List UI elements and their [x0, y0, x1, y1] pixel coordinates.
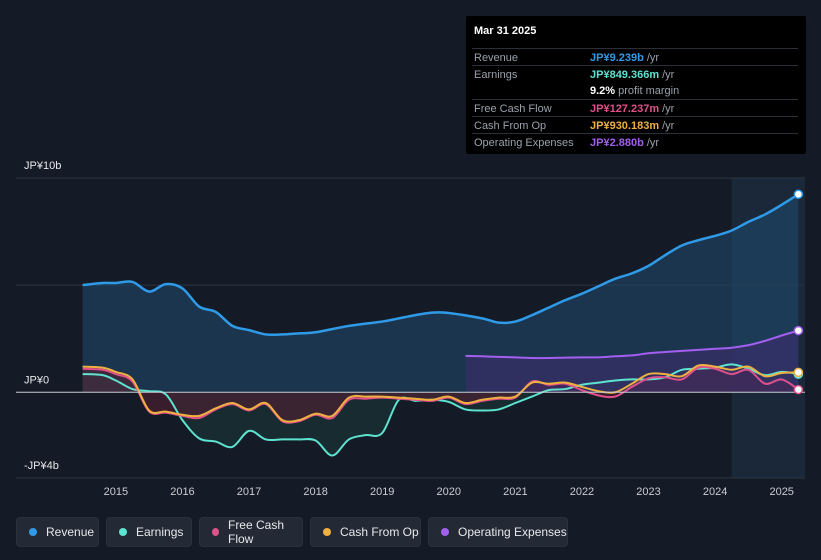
cash-from-op-line [82, 363, 799, 423]
y-tick-label: -JP¥4b [24, 460, 59, 472]
legend-item-cash-from-op[interactable]: Cash From Op [310, 517, 421, 547]
legend-label: Operating Expenses [458, 525, 567, 539]
tooltip-row: Free Cash Flow JP¥127.237m/yr [472, 99, 798, 117]
revenue-line [82, 193, 800, 337]
tooltip-label: Operating Expenses [474, 137, 574, 149]
operating-expenses-area [465, 330, 799, 393]
legend-label: Revenue [46, 525, 95, 539]
legend-dot-icon [119, 528, 127, 536]
legend-label: Free Cash Flow [227, 518, 285, 546]
tooltip-label: Revenue [474, 52, 519, 64]
legend-dot-icon [29, 528, 37, 536]
legend-dot-icon [323, 528, 331, 536]
y-tick-label: JP¥10b [24, 160, 61, 172]
tooltip-value: 9.2% profit margin [590, 85, 680, 97]
tooltip-row: Earnings JP¥849.366m/yr [472, 65, 798, 83]
tooltip-label: Free Cash Flow [474, 103, 552, 115]
operating-expenses-endpoint [793, 325, 804, 336]
tooltip-value: JP¥930.183m/yr [590, 120, 675, 132]
x-tick-label: 2017 [237, 486, 261, 498]
legend-dot-icon [441, 528, 449, 536]
tooltip-value: JP¥127.237m/yr [590, 103, 675, 115]
revenue-area [82, 194, 799, 393]
legend-item-revenue[interactable]: Revenue [16, 517, 99, 547]
free-cash-flow-endpoint [793, 384, 804, 395]
legend-label: Earnings [136, 525, 184, 539]
tooltip-date: Mar 31 2025 [474, 25, 537, 37]
tooltip: Mar 31 2025 Revenue JP¥9.239b/yr Earnings J… [466, 16, 806, 154]
x-tick-label: 2020 [437, 486, 461, 498]
x-tick-label: 2023 [636, 486, 660, 498]
tooltip-row: Operating Expenses JP¥2.880b/yr [472, 133, 798, 151]
x-tick-label: 2022 [570, 486, 594, 498]
tooltip-row: Revenue JP¥9.239b/yr [472, 48, 798, 66]
legend-label: Cash From Op [340, 525, 419, 539]
x-tick-label: 2019 [370, 486, 394, 498]
x-tick-label: 2018 [303, 486, 327, 498]
x-tick-label: 2021 [503, 486, 527, 498]
tooltip-row: 9.2% profit margin [472, 82, 798, 99]
tooltip-row: Cash From Op JP¥930.183m/yr [472, 116, 798, 134]
cash-from-op-endpoint [793, 367, 804, 378]
legend-item-earnings[interactable]: Earnings [106, 517, 192, 547]
tooltip-value: JP¥9.239b/yr [590, 52, 660, 64]
legend-item-free-cash-flow[interactable]: Free Cash Flow [199, 517, 303, 547]
x-tick-label: 2016 [170, 486, 194, 498]
tooltip-label: Cash From Op [474, 120, 547, 132]
tooltip-value: JP¥2.880b/yr [590, 137, 660, 149]
x-tick-label: 2024 [703, 486, 727, 498]
legend-item-operating-expenses[interactable]: Operating Expenses [428, 517, 568, 547]
earnings-line [82, 363, 799, 457]
revenue-endpoint [793, 189, 804, 200]
operating-expenses-line [465, 329, 799, 360]
tooltip-label: Earnings [474, 69, 518, 81]
legend-dot-icon [212, 528, 219, 536]
tooltip-value: JP¥849.366m/yr [590, 69, 675, 81]
free-cash-flow-line [82, 365, 799, 424]
x-tick-label: 2025 [769, 486, 793, 498]
free-cash-flow-area [82, 366, 799, 423]
y-tick-label: JP¥0 [24, 374, 49, 386]
x-tick-label: 2015 [104, 486, 128, 498]
